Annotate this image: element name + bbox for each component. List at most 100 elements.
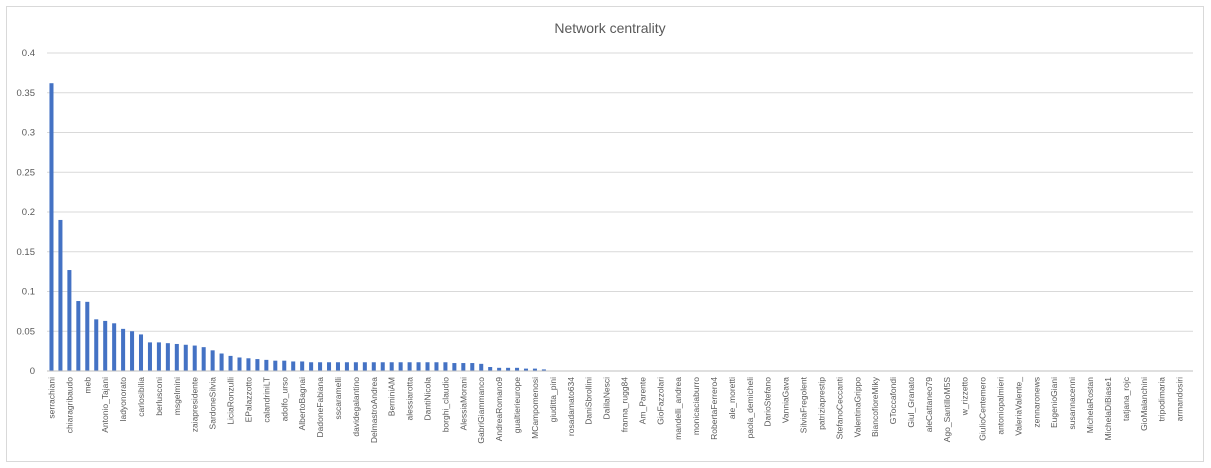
x-category-label: SardoneSilvia (208, 377, 218, 430)
bar (479, 363, 484, 371)
x-category-label: DalilaNesci (602, 377, 612, 420)
bar (282, 360, 287, 371)
x-category-label: ale_moretti (727, 377, 737, 419)
x-category-label: antoniopalmieri (996, 377, 1006, 435)
x-category-label: GabriGiammanco (476, 377, 486, 444)
x-category-label: GioFazzolari (655, 377, 665, 425)
y-tick-label: 0.2 (22, 207, 35, 218)
x-category-label: Ago_SantilloM5S (942, 377, 952, 443)
bar (434, 362, 439, 371)
x-category-label: alessiarotta (405, 377, 415, 421)
bar (327, 362, 332, 371)
bar (156, 342, 161, 371)
bar (353, 362, 358, 371)
bars (49, 83, 546, 372)
x-category-label: DaniSbrollini (584, 377, 594, 425)
x-category-label: adolfo_urso (279, 377, 289, 422)
bar (246, 358, 251, 371)
x-category-label: DantiNicola (423, 377, 433, 421)
x-category-label: AlessiaMorani (458, 377, 468, 430)
bar (130, 331, 135, 371)
x-category-label: Giul_Granato (906, 377, 916, 428)
bar (380, 362, 385, 371)
x-category-label: w_rizzetto (960, 377, 970, 417)
bar (389, 362, 394, 371)
x-category-label: borghi_claudio (440, 377, 450, 433)
x-category-label: MichelaRostan (1085, 377, 1095, 433)
y-axis-tick-labels: 0 0.05 0.1 0.15 0.2 0.25 0.3 0.35 0.4 (17, 48, 36, 377)
bar (58, 219, 63, 371)
network-centrality-chart: Network centrality 0 0.05 0.1 0.15 0.2 0.25 0.… (17, 20, 1193, 444)
x-category-label: davidegalantino (351, 377, 361, 437)
y-tick-label: 0.25 (17, 167, 36, 178)
x-category-label: ValeriaValente_ (1013, 377, 1023, 436)
x-category-label: EugenioGiani (1049, 377, 1059, 428)
bar (76, 301, 81, 371)
x-category-label: StefanoCeccanti (834, 377, 844, 439)
x-category-label: patriziaprestip (816, 377, 826, 430)
x-category-label: LiciaRonzulli (226, 377, 236, 425)
x-category-label: giuditta_pini (548, 377, 558, 422)
bar (344, 362, 349, 371)
x-category-label: mandelli_andrea (673, 377, 683, 440)
x-category-label: chiaragribaudo (64, 377, 74, 434)
x-axis-category-labels: serrachiani chiaragribaudo meb Antonio_Taja… (46, 376, 1184, 443)
bar (497, 367, 502, 371)
x-category-label: RobertaFerrero4 (709, 377, 719, 440)
bar (174, 343, 179, 371)
bar (523, 368, 529, 371)
y-tick-label: 0.35 (17, 88, 36, 99)
chart-title: Network centrality (554, 20, 665, 36)
bar (461, 363, 466, 371)
bar (255, 359, 260, 371)
y-tick-label: 0.1 (22, 287, 35, 298)
x-category-label: berlusconi (154, 377, 164, 416)
x-category-label: ladyonorato (118, 377, 128, 422)
y-tick-label: 0.4 (22, 48, 35, 59)
x-category-label: MichelaDiBiase1 (1103, 377, 1113, 441)
bar (416, 362, 421, 371)
x-category-label: BerniniAM (387, 377, 397, 416)
x-category-label: susannacenni (1067, 377, 1077, 430)
bar (237, 357, 242, 371)
x-category-label: AndreaRomano9 (494, 377, 504, 442)
x-category-label: zaiapresidente (190, 377, 200, 433)
bar (470, 363, 475, 371)
y-tick-label: 0 (30, 366, 35, 377)
bar (291, 361, 296, 371)
x-category-label: GioMalanchini (1139, 377, 1149, 431)
y-tick-label: 0.05 (17, 326, 36, 337)
bar (103, 320, 108, 371)
bar (94, 319, 99, 371)
bar (147, 342, 152, 371)
x-category-label: DadoneFabiana (315, 377, 325, 438)
x-category-label: monicaciaburro (691, 377, 701, 435)
x-category-label: EPalazzotto (243, 377, 253, 423)
bar (219, 353, 224, 371)
x-category-label: BiancofioreMiky (870, 376, 880, 437)
y-tick-label: 0.3 (22, 128, 35, 139)
x-category-label: franna_rugg84 (619, 377, 629, 433)
bar (407, 362, 412, 371)
bar (165, 343, 170, 371)
x-category-label: GiulioCentemero (978, 377, 988, 441)
x-category-label: calandriniLT (261, 377, 271, 423)
bar (85, 301, 90, 371)
bar (318, 362, 323, 371)
x-category-label: VanniaGava (781, 377, 791, 423)
x-category-label: paola_demicheli (745, 377, 755, 439)
bar (121, 328, 126, 371)
x-category-label: GToccafondi (888, 377, 898, 424)
bar (443, 362, 448, 371)
bar (515, 367, 520, 371)
bar (138, 334, 144, 371)
x-category-label: AlbertoBagnai (297, 377, 307, 431)
x-category-label: zennaronews (1031, 377, 1041, 428)
x-category-label: serrachiani (46, 377, 56, 419)
bar (67, 270, 72, 371)
x-category-label: DarioStefano (763, 377, 773, 427)
x-category-label: meb (82, 377, 92, 394)
x-category-label: sscaramelli (333, 377, 343, 420)
x-category-label: Am_Parente (637, 377, 647, 425)
x-category-label: msgelmini (172, 377, 182, 415)
